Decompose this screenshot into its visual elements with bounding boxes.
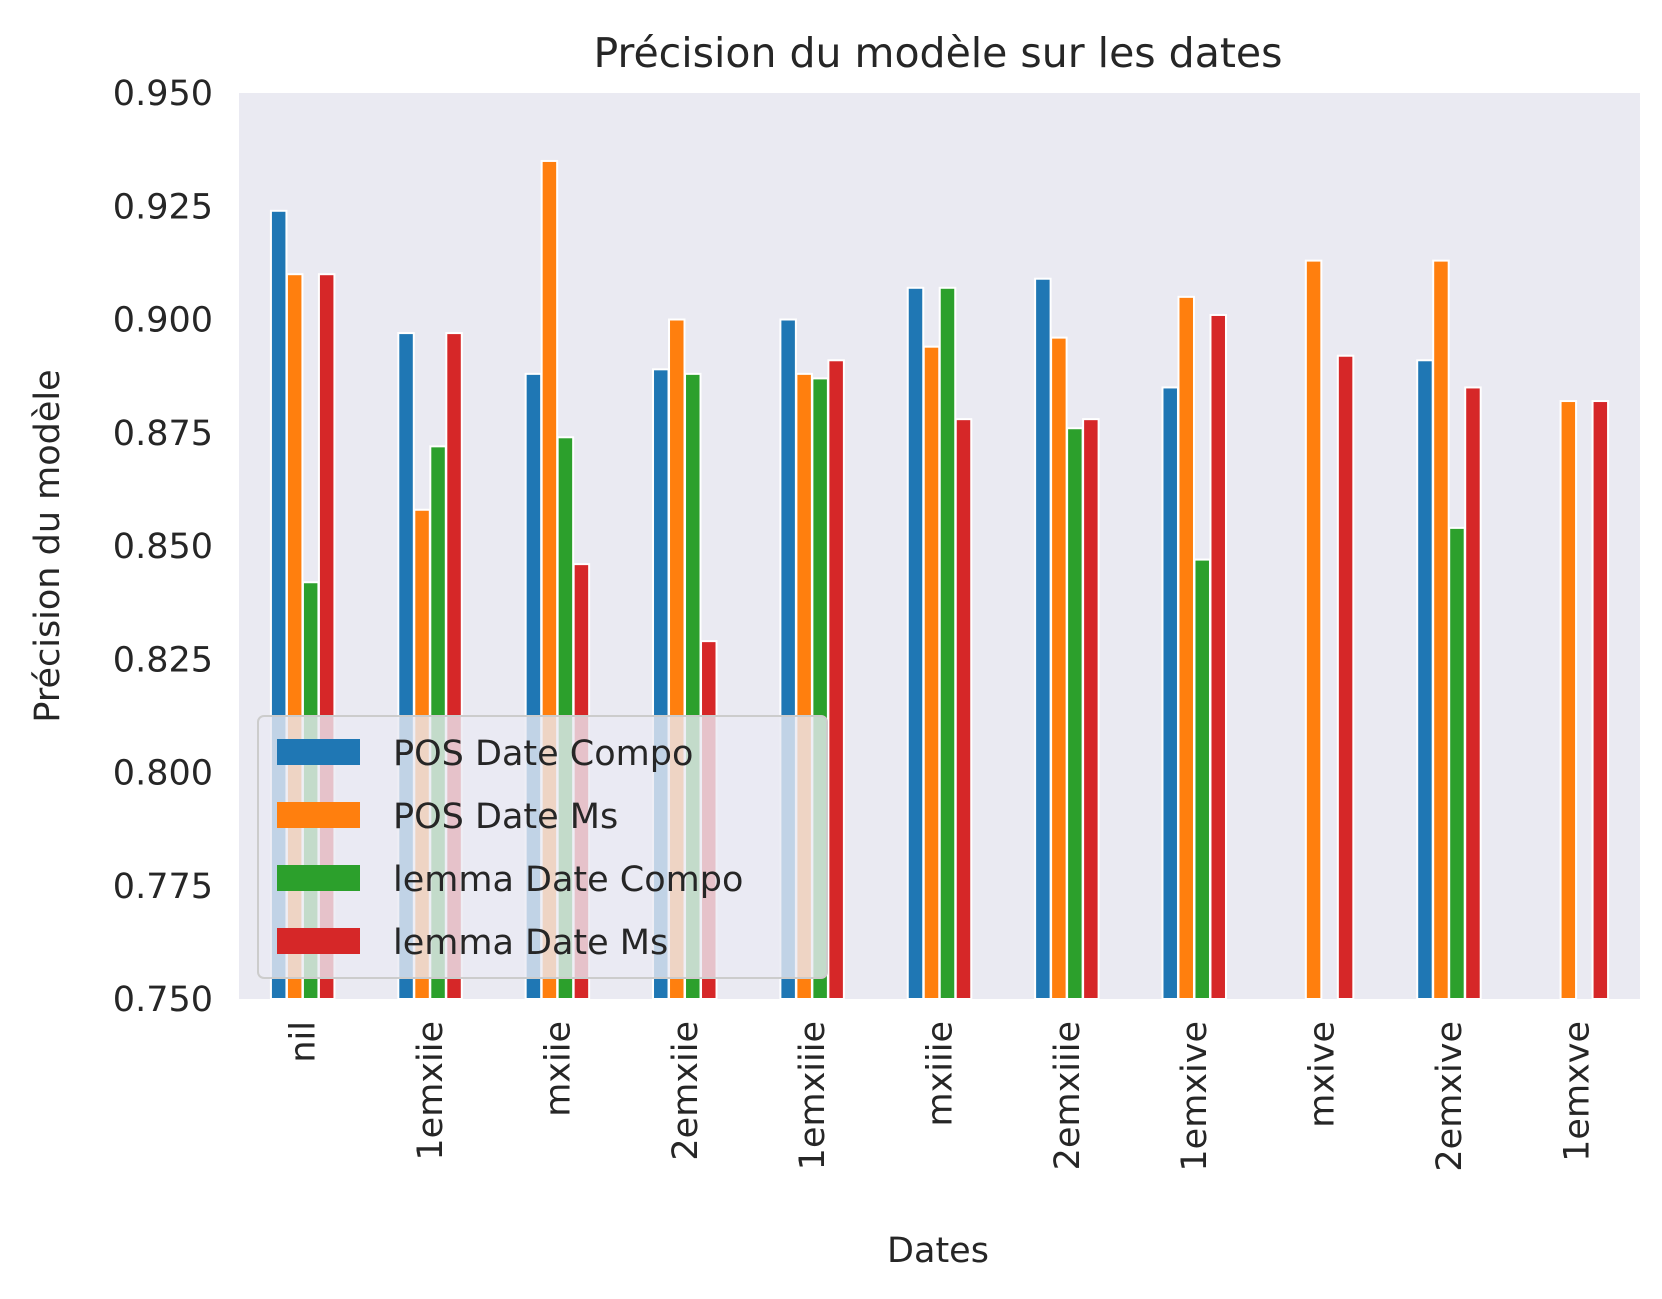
legend-swatch	[277, 928, 360, 954]
y-tick-label: 0.800	[113, 754, 213, 794]
y-tick-label: 0.900	[113, 301, 213, 341]
x-tick-label: 1emxive	[1175, 1021, 1215, 1172]
bar-lemma-date-compo-mxiiie	[938, 286, 957, 1001]
x-tick-label: 2emxiiie	[1048, 1021, 1088, 1170]
y-axis-title: Précision du modèle	[28, 369, 68, 722]
legend-swatch	[277, 865, 360, 891]
bar-pos-date-ms-1emxve	[1559, 400, 1578, 1001]
x-tick-label: 2emxive	[1430, 1021, 1470, 1172]
legend-label: lemma Date Compo	[393, 860, 743, 900]
bar-pos-date-ms-2emxive	[1432, 259, 1450, 1000]
bar-pos-date-compo-2emxiiie	[1034, 277, 1052, 1001]
y-tick-label: 0.750	[113, 980, 213, 1020]
y-tick-label: 0.825	[113, 640, 213, 680]
bar-lemma-date-compo-2emxive	[1448, 526, 1466, 1000]
bar-pos-date-ms-2emxiiie	[1050, 336, 1068, 1000]
bar-pos-date-compo-2emxive	[1416, 359, 1434, 1000]
y-tick-label: 0.950	[113, 74, 213, 114]
y-axis-ticks: 0.750 0.775 0.800 0.825 0.850 0.875 0.900 0.925…	[113, 74, 213, 1020]
x-tick-label: mxive	[1303, 1021, 1343, 1128]
legend-items: POS Date Compo POS Date Ms lemma Date Comp…	[277, 734, 743, 963]
bar-lemma-date-ms-2emxiiie	[1082, 418, 1100, 1001]
chart-title: Précision du modèle sur les dates	[594, 29, 1283, 77]
bar-lemma-date-ms-mxiiie	[954, 418, 973, 1001]
bar-lemma-date-compo-1emxive	[1193, 558, 1211, 1001]
legend: POS Date Compo POS Date Ms lemma Date Comp…	[257, 715, 828, 979]
legend-label: lemma Date Ms	[393, 923, 668, 963]
y-tick-label: 0.775	[113, 867, 213, 907]
y-tick-label: 0.875	[113, 414, 213, 454]
x-tick-label: mxiiie	[921, 1021, 961, 1127]
bar-lemma-date-ms-2emxive	[1464, 386, 1482, 1000]
x-tick-label: mxiie	[538, 1021, 578, 1117]
legend-label: POS Date Ms	[393, 797, 618, 837]
x-tick-label: nil	[284, 1021, 324, 1063]
bar-lemma-date-ms-1emxive	[1209, 313, 1227, 1001]
x-tick-label: 2emxiie	[666, 1021, 706, 1161]
x-tick-label: 1emxve	[1557, 1021, 1597, 1162]
legend-swatch	[277, 739, 360, 765]
bar-pos-date-ms-mxiiie	[922, 345, 941, 1000]
x-axis-title: Dates	[887, 1231, 989, 1271]
bar-pos-date-ms-mxive	[1304, 259, 1323, 1000]
legend-box	[257, 715, 828, 979]
bar-lemma-date-ms-1emxiiie	[827, 359, 845, 1000]
y-tick-label: 0.925	[113, 187, 213, 227]
x-tick-label: 1emxiie	[411, 1021, 451, 1161]
x-tick-label: 1emxiiie	[793, 1021, 833, 1170]
bar-pos-date-compo-mxiiie	[906, 286, 925, 1001]
y-tick-label: 0.850	[113, 527, 213, 567]
legend-swatch	[277, 802, 360, 828]
x-axis-ticks: nil 1emxiie mxiie 2emxiie 1emxiiie mxiiie 2emx…	[284, 1021, 1598, 1172]
bar-pos-date-compo-1emxive	[1161, 386, 1179, 1000]
bar-lemma-date-ms-1emxve	[1591, 400, 1610, 1001]
bar-pos-date-ms-1emxive	[1177, 295, 1195, 1001]
bar-lemma-date-compo-2emxiiie	[1066, 427, 1084, 1001]
bar-lemma-date-ms-mxive	[1336, 354, 1355, 1000]
legend-label: POS Date Compo	[393, 734, 693, 774]
